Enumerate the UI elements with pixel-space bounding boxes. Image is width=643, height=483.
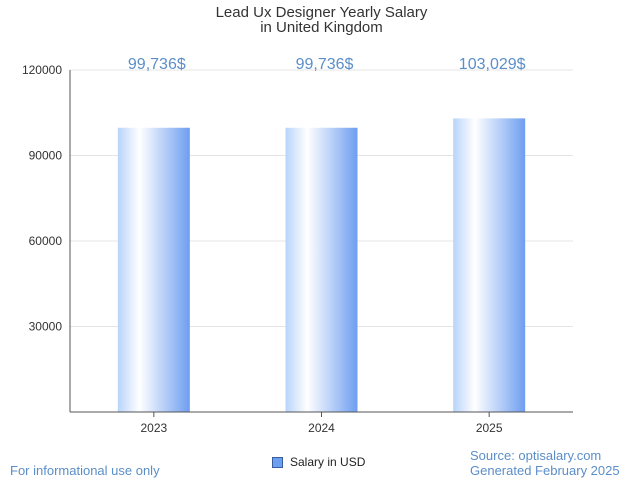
data-label: 99,736$: [296, 56, 354, 73]
bar: [453, 118, 526, 413]
y-tick-label: 30000: [29, 320, 63, 334]
legend: Salary in USD: [272, 455, 365, 469]
legend-label: Salary in USD: [290, 455, 366, 469]
source-text: Source: optisalary.com: [470, 448, 602, 463]
disclaimer-text: For informational use only: [10, 463, 160, 478]
y-tick-label: 90000: [29, 149, 63, 163]
data-label: 103,029$: [459, 56, 526, 73]
bar: [285, 127, 358, 412]
bar: [117, 127, 190, 412]
legend-swatch: [272, 456, 283, 468]
chart-title-line-2: in United Kingdom: [260, 19, 383, 36]
generated-date-text: Generated February 2025: [470, 463, 620, 478]
y-tick-label: 60000: [29, 234, 63, 248]
chart-title-line-1: Lead Ux Designer Yearly Salary: [215, 4, 428, 21]
y-tick-label: 120000: [22, 63, 62, 77]
x-tick-label: 2023: [140, 421, 167, 435]
data-label: 99,736$: [128, 56, 186, 73]
x-tick-label: 2024: [308, 421, 335, 435]
x-tick-label: 2025: [476, 421, 503, 435]
